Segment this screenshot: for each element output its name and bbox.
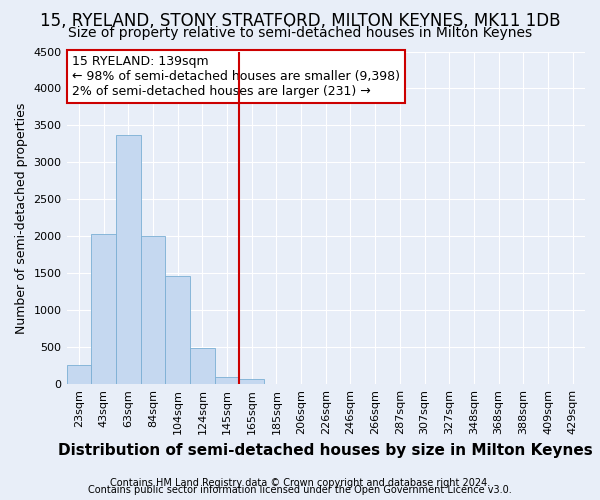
Text: 15, RYELAND, STONY STRATFORD, MILTON KEYNES, MK11 1DB: 15, RYELAND, STONY STRATFORD, MILTON KEY… <box>40 12 560 30</box>
Bar <box>140 236 165 384</box>
Bar <box>116 135 140 384</box>
Text: Size of property relative to semi-detached houses in Milton Keynes: Size of property relative to semi-detach… <box>68 26 532 40</box>
Bar <box>239 380 264 384</box>
Y-axis label: Number of semi-detached properties: Number of semi-detached properties <box>15 102 28 334</box>
Text: Contains public sector information licensed under the Open Government Licence v3: Contains public sector information licen… <box>88 485 512 495</box>
Bar <box>165 276 190 384</box>
Bar <box>215 377 239 384</box>
X-axis label: Distribution of semi-detached houses by size in Milton Keynes: Distribution of semi-detached houses by … <box>58 442 593 458</box>
Text: Contains HM Land Registry data © Crown copyright and database right 2024.: Contains HM Land Registry data © Crown c… <box>110 478 490 488</box>
Bar <box>91 234 116 384</box>
Bar <box>190 348 215 384</box>
Text: 15 RYELAND: 139sqm
← 98% of semi-detached houses are smaller (9,398)
2% of semi-: 15 RYELAND: 139sqm ← 98% of semi-detache… <box>72 55 400 98</box>
Bar <box>67 366 91 384</box>
